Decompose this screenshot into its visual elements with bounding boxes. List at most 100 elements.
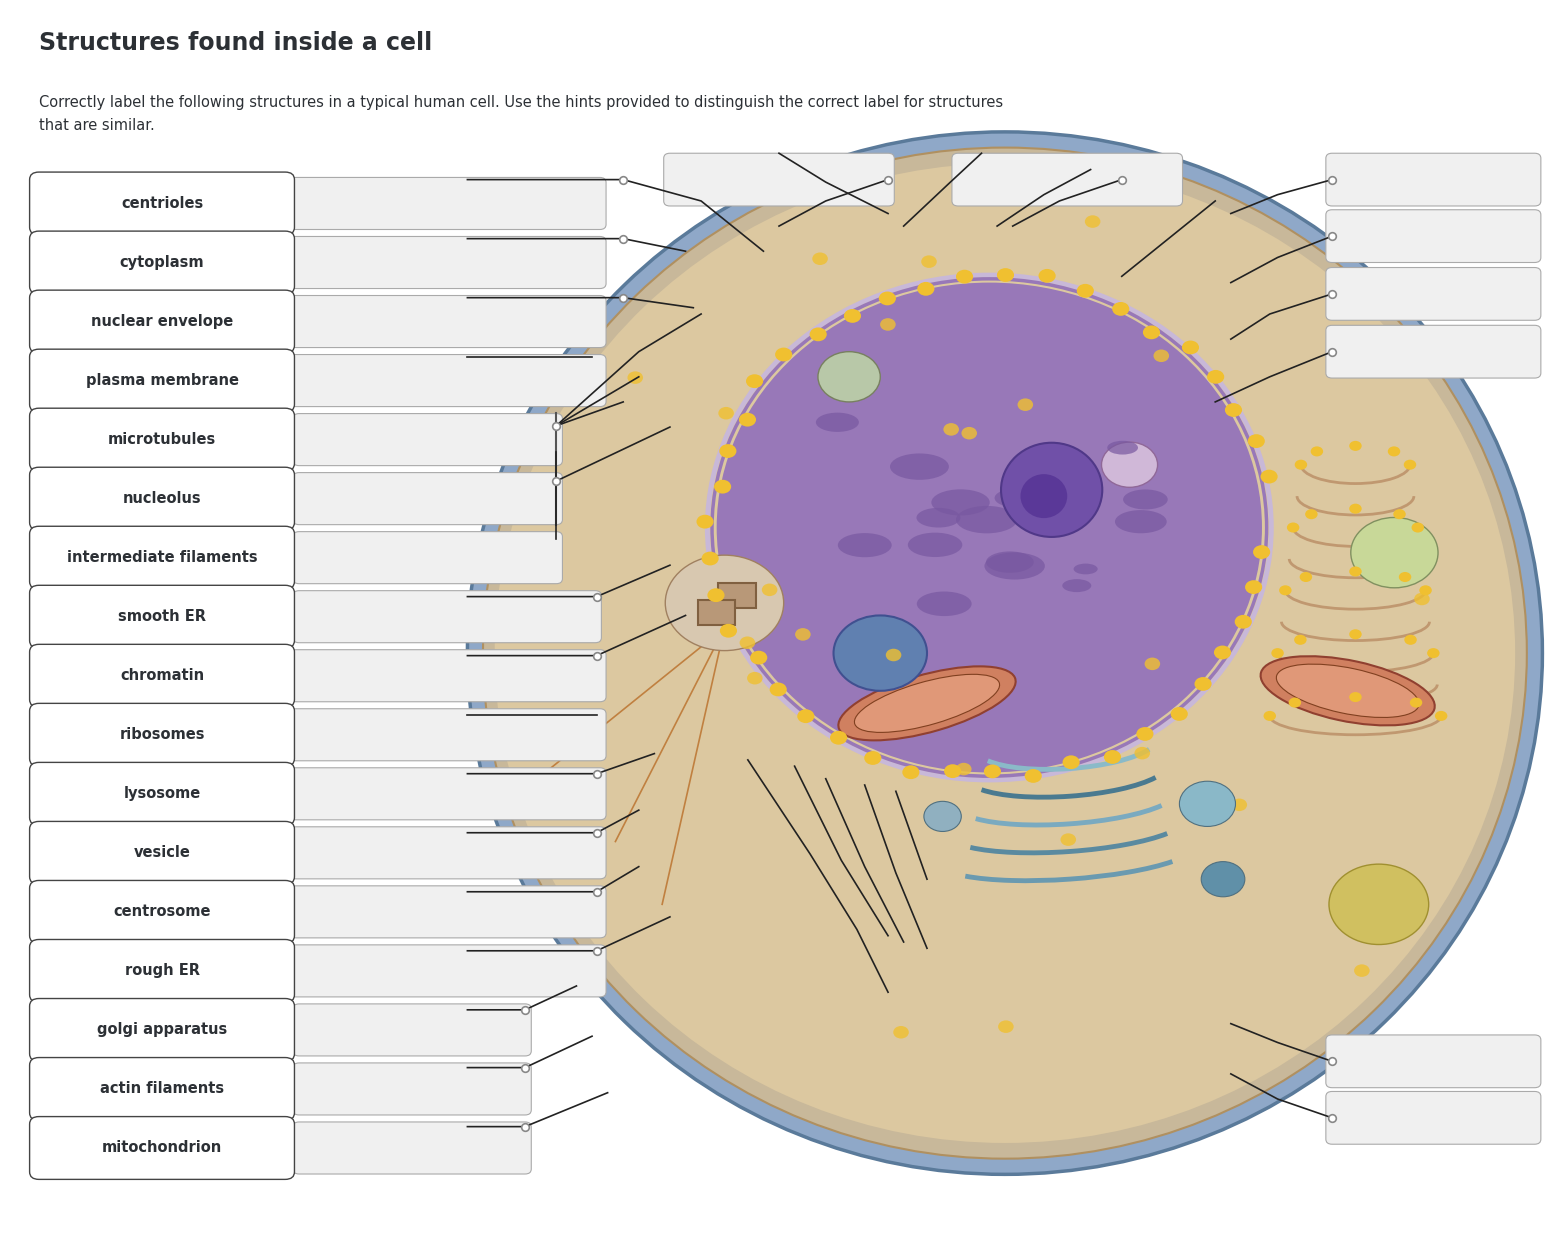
Ellipse shape (838, 533, 891, 558)
Circle shape (1145, 658, 1161, 671)
Ellipse shape (916, 507, 960, 528)
Circle shape (746, 374, 763, 388)
Circle shape (1419, 585, 1432, 595)
FancyBboxPatch shape (30, 1117, 294, 1179)
Circle shape (1393, 509, 1405, 519)
Circle shape (1084, 215, 1100, 227)
Circle shape (902, 765, 919, 779)
FancyBboxPatch shape (1326, 325, 1541, 378)
Circle shape (865, 751, 882, 765)
Text: cytoplasm: cytoplasm (120, 255, 204, 270)
Circle shape (1306, 509, 1318, 519)
Text: intermediate filaments: intermediate filaments (67, 550, 257, 565)
FancyBboxPatch shape (30, 526, 294, 589)
Circle shape (1077, 284, 1094, 298)
Circle shape (718, 407, 734, 420)
Text: Correctly label the following structures in a typical human cell. Use the hints : Correctly label the following structures… (39, 95, 1003, 111)
Ellipse shape (1260, 656, 1435, 726)
FancyBboxPatch shape (30, 821, 294, 884)
FancyBboxPatch shape (290, 767, 606, 820)
Text: chromatin: chromatin (120, 668, 204, 683)
Circle shape (1234, 615, 1251, 629)
FancyBboxPatch shape (1326, 210, 1541, 263)
Circle shape (1017, 398, 1033, 411)
Circle shape (880, 318, 896, 330)
FancyBboxPatch shape (293, 1063, 531, 1115)
Ellipse shape (1002, 442, 1103, 538)
Circle shape (924, 801, 961, 831)
FancyBboxPatch shape (952, 153, 1183, 206)
FancyBboxPatch shape (30, 408, 294, 471)
Text: Structures found inside a cell: Structures found inside a cell (39, 31, 432, 55)
Circle shape (714, 480, 731, 494)
Ellipse shape (838, 667, 1016, 740)
Circle shape (1144, 325, 1161, 339)
Circle shape (1279, 585, 1292, 595)
FancyBboxPatch shape (1326, 268, 1541, 320)
Circle shape (1245, 580, 1262, 594)
Circle shape (1435, 711, 1447, 721)
FancyBboxPatch shape (30, 880, 294, 943)
Circle shape (1063, 755, 1080, 769)
FancyBboxPatch shape (290, 826, 606, 879)
FancyBboxPatch shape (1326, 1035, 1541, 1088)
Ellipse shape (1044, 481, 1069, 492)
Circle shape (1153, 349, 1168, 362)
Ellipse shape (994, 489, 1036, 507)
Circle shape (1271, 648, 1284, 658)
Bar (718, 583, 756, 608)
Circle shape (1136, 727, 1153, 741)
Circle shape (1170, 707, 1187, 721)
Circle shape (961, 427, 977, 440)
FancyBboxPatch shape (293, 1122, 531, 1174)
Circle shape (1354, 965, 1369, 977)
Text: lysosome: lysosome (123, 786, 201, 801)
FancyBboxPatch shape (290, 945, 606, 997)
Circle shape (1349, 692, 1362, 702)
Circle shape (921, 255, 936, 268)
Circle shape (1349, 441, 1362, 451)
Circle shape (1248, 435, 1265, 448)
FancyBboxPatch shape (30, 231, 294, 294)
Ellipse shape (816, 413, 858, 432)
Circle shape (1105, 750, 1122, 764)
Bar (698, 600, 735, 625)
Circle shape (997, 268, 1014, 281)
Circle shape (944, 423, 960, 436)
Ellipse shape (957, 506, 1017, 534)
Circle shape (834, 615, 927, 691)
Circle shape (1310, 446, 1323, 456)
FancyBboxPatch shape (1326, 153, 1541, 206)
FancyBboxPatch shape (30, 172, 294, 235)
Circle shape (1264, 711, 1276, 721)
Circle shape (749, 651, 767, 664)
FancyBboxPatch shape (290, 885, 606, 938)
Circle shape (1295, 634, 1307, 644)
Ellipse shape (1019, 502, 1042, 514)
Text: nuclear envelope: nuclear envelope (90, 314, 234, 329)
Text: that are similar.: that are similar. (39, 118, 154, 133)
FancyBboxPatch shape (293, 1004, 531, 1056)
Circle shape (798, 710, 815, 723)
Circle shape (1195, 677, 1212, 691)
Circle shape (893, 1026, 908, 1039)
FancyBboxPatch shape (30, 585, 294, 648)
Circle shape (830, 731, 848, 745)
Ellipse shape (986, 551, 1035, 573)
Circle shape (1299, 571, 1312, 582)
Circle shape (879, 291, 896, 305)
Circle shape (701, 551, 718, 565)
FancyBboxPatch shape (30, 1058, 294, 1120)
Text: plasma membrane: plasma membrane (86, 373, 238, 388)
Circle shape (918, 281, 935, 295)
FancyBboxPatch shape (664, 153, 894, 206)
Ellipse shape (916, 592, 972, 617)
Circle shape (776, 348, 793, 362)
FancyBboxPatch shape (30, 762, 294, 825)
FancyBboxPatch shape (30, 467, 294, 530)
Circle shape (1134, 747, 1150, 760)
Circle shape (738, 413, 756, 427)
Circle shape (1260, 470, 1278, 484)
FancyBboxPatch shape (290, 708, 606, 761)
Circle shape (1329, 864, 1429, 945)
